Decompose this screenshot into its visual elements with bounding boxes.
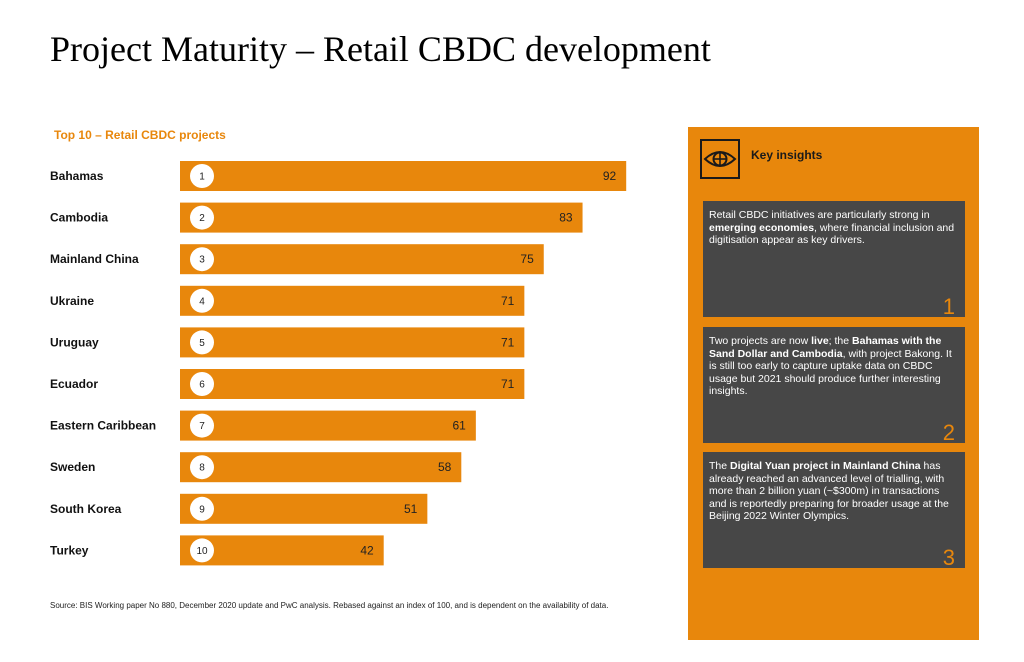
bar	[180, 452, 462, 483]
rank-badge	[190, 372, 214, 396]
category-label: Sweden	[50, 460, 95, 474]
rank-badge	[190, 330, 214, 355]
insight-text-bold: emerging economies	[709, 221, 815, 234]
insight-card-1: Retail CBDC initiatives are particularly…	[703, 201, 965, 317]
rank-label: 5	[199, 338, 205, 349]
bar	[180, 202, 583, 233]
category-label: Bahamas	[50, 169, 104, 183]
value-label: 71	[501, 335, 515, 349]
insight-text-run: ; the	[828, 335, 853, 347]
insight-text: Retail CBDC initiatives are particularly…	[709, 209, 959, 247]
value-label: 71	[501, 377, 515, 391]
eye-icon	[700, 139, 740, 179]
bar	[180, 493, 428, 524]
category-label: Turkey	[50, 543, 89, 557]
value-label: 61	[452, 419, 466, 433]
bar	[180, 410, 476, 441]
rank-badge	[190, 288, 214, 313]
value-label: 83	[559, 211, 573, 225]
source-note: Source: BIS Working paper No 880, Decemb…	[50, 601, 609, 610]
bar	[180, 244, 544, 275]
insight-text: Two projects are now live; the Bahamas w…	[709, 335, 959, 398]
rank-label: 4	[199, 296, 205, 307]
rank-badge	[190, 413, 214, 438]
rank-label: 9	[199, 504, 205, 515]
value-label: 51	[404, 502, 418, 516]
insight-text: The Digital Yuan project in Mainland Chi…	[709, 460, 959, 523]
category-label: South Korea	[50, 502, 122, 516]
category-label: Uruguay	[50, 335, 99, 349]
insight-text-run: Two projects are now	[709, 335, 812, 347]
category-label: Ukraine	[50, 294, 94, 308]
rank-badge	[190, 205, 214, 230]
rank-label: 3	[199, 255, 205, 266]
insight-number: 2	[942, 419, 955, 445]
page-title: Project Maturity – Retail CBDC developme…	[50, 29, 711, 69]
value-label: 75	[520, 252, 534, 266]
value-label: 71	[501, 294, 515, 308]
value-label: 42	[360, 543, 374, 557]
insight-text-run: has already reached an advanced level of…	[709, 460, 949, 522]
key-insights-panel: Key insights Retail CBDC initiatives are…	[688, 127, 979, 640]
rank-badge	[190, 496, 214, 521]
bar	[180, 285, 525, 316]
rank-label: 6	[199, 380, 205, 391]
insight-text-bold: Digital Yuan project in Mainland China	[730, 460, 921, 472]
category-label: Cambodia	[50, 211, 108, 225]
value-label: 58	[438, 460, 452, 474]
insight-text-bold: live	[811, 335, 829, 347]
insight-card-2: Two projects are now live; the Bahamas w…	[703, 327, 965, 443]
rank-label: 8	[199, 463, 205, 474]
insight-text-run: , with project Bakong. It is still too e…	[709, 347, 952, 398]
insight-card-3: The Digital Yuan project in Mainland Chi…	[703, 452, 965, 568]
value-label: 92	[603, 169, 617, 183]
insight-text-bold: Bahamas with the Sand Dollar and Cambodi…	[709, 335, 942, 360]
bar	[180, 161, 627, 191]
key-insights-heading: Key insights	[751, 148, 823, 162]
bar	[180, 327, 525, 358]
category-label: Mainland China	[50, 252, 139, 266]
insight-text-run: , where financial inclusion and digitisa…	[709, 221, 955, 247]
chart-title: Top 10 – Retail CBDC projects	[54, 128, 226, 142]
rank-label: 10	[196, 546, 208, 557]
rank-badge	[190, 164, 214, 188]
rank-label: 2	[199, 213, 205, 224]
insight-text-run: Retail CBDC initiatives are particularly…	[709, 209, 930, 221]
rank-badge	[190, 455, 214, 480]
insight-text-run: The	[709, 460, 731, 472]
rank-badge	[190, 538, 214, 563]
bar	[180, 369, 525, 399]
category-label: Eastern Caribbean	[50, 419, 156, 433]
insight-number: 3	[942, 544, 955, 570]
rank-badge	[190, 247, 214, 272]
category-label: Ecuador	[50, 377, 98, 391]
insight-number: 1	[942, 293, 955, 319]
rank-label: 1	[199, 172, 205, 183]
rank-label: 7	[199, 421, 205, 432]
